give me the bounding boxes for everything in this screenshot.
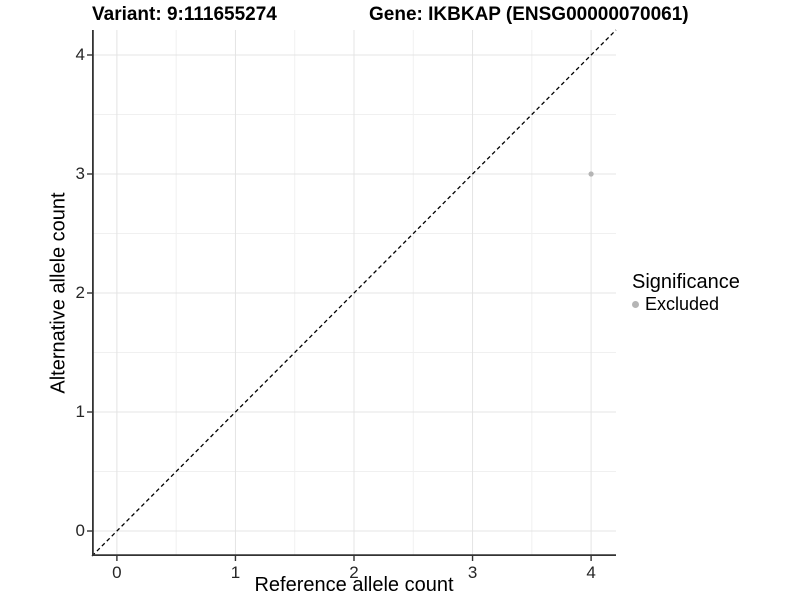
identity-reference-line [91, 29, 617, 557]
legend-item-label: Excluded [645, 294, 720, 314]
plot-title-variant: Variant: 9:111655274 [92, 4, 277, 25]
x-tick-label-4: 4 [586, 563, 596, 582]
y-tick-label-1: 1 [75, 402, 85, 421]
x-tick-label-1: 1 [230, 563, 241, 582]
y-tick-label-2: 2 [75, 283, 85, 302]
y-tick-label-3: 3 [75, 163, 85, 183]
legend-item-excluded: Excluded [632, 294, 740, 314]
plot-title-gene: Gene: IKBKAP (ENSG00000070061) [369, 4, 689, 25]
legend-title: Significance [632, 271, 740, 293]
x-tick-label-0: 0 [112, 563, 122, 582]
x-axis-title: Reference allele count [254, 574, 454, 596]
legend: Significance Excluded [632, 271, 740, 314]
y-axis-title: Alternative allele count [47, 192, 70, 394]
legend-point-icon [632, 300, 639, 308]
x-tick-label-3: 3 [467, 563, 478, 582]
data-point-excluded [588, 171, 594, 177]
y-tick-label-4: 4 [75, 44, 85, 64]
x-tick-label-2: 2 [349, 563, 359, 582]
y-tick-label-0: 0 [75, 521, 85, 540]
